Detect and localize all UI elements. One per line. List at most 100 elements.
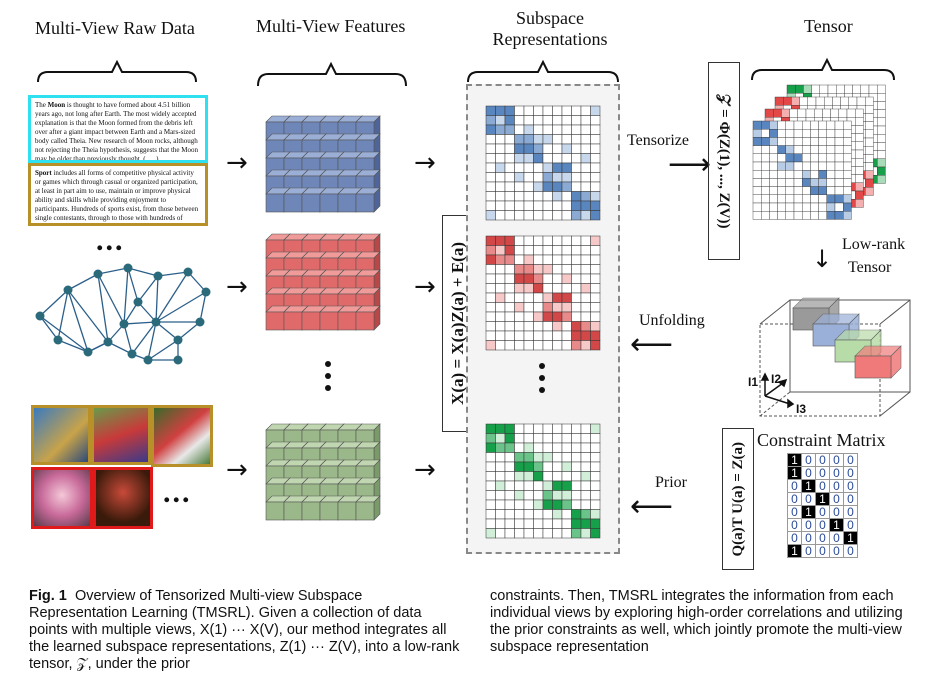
graph-node <box>53 335 63 345</box>
tensor-cell <box>823 96 833 106</box>
constraint-cell: 0 <box>815 479 830 493</box>
tensor-cell <box>785 169 795 179</box>
tensor-cell <box>842 145 852 154</box>
matrix-cell <box>495 245 506 256</box>
moon-text-box: The Moon is thought to have formed about… <box>28 95 208 163</box>
matrix-cell <box>514 124 525 135</box>
matrix-cell <box>495 499 506 510</box>
tensor-cell <box>876 109 886 118</box>
matrix-cell <box>590 105 601 116</box>
tensor-cell <box>835 84 845 94</box>
matrix-cell <box>533 423 544 434</box>
tensor-cell <box>802 145 811 154</box>
matrix-cell <box>552 245 563 256</box>
tensor-cell <box>834 186 844 195</box>
graph-edge <box>39 315 59 341</box>
matrix-cell <box>523 115 534 126</box>
tensor-cell <box>769 145 778 154</box>
tensor-cell <box>761 161 770 171</box>
matrix-cell <box>495 480 506 491</box>
matrix-cell <box>542 499 553 510</box>
matrix-cell <box>571 162 582 173</box>
label-constraint-matrix: Constraint Matrix <box>757 430 886 450</box>
image-sport-3 <box>151 405 213 467</box>
tensor-cell <box>818 137 827 146</box>
matrix-cell <box>523 153 534 164</box>
matrix-cell <box>523 461 534 472</box>
sport-text-box: Sport includes all forms of competitive … <box>28 163 208 226</box>
graph-node <box>173 355 183 365</box>
tensor-cell <box>854 190 864 200</box>
tensor-equation: 𝒵 = Φ(Z(1), ..., Z(V)) <box>708 62 740 260</box>
matrix-cell <box>571 124 582 135</box>
graph-edge <box>39 315 89 353</box>
matrix-cell <box>571 433 582 444</box>
tensor-cell <box>834 194 844 204</box>
matrix-cell <box>514 528 525 539</box>
matrix-cell <box>523 340 534 351</box>
constraint-cell: 0 <box>815 453 830 467</box>
matrix-cell <box>580 245 591 256</box>
graph-node <box>143 355 153 365</box>
matrix-cell <box>590 433 601 444</box>
matrix-cell <box>485 480 496 491</box>
tensor-cell <box>810 202 819 212</box>
matrix-cell <box>514 330 525 341</box>
matrix-cell <box>580 452 591 463</box>
tensor-cell <box>842 169 852 179</box>
tensor-cell <box>876 93 886 102</box>
tensor-equation-text: 𝒵 = Φ(Z(1), ..., Z(V)) <box>716 93 732 229</box>
matrix-cell <box>542 452 553 463</box>
matrix-cell <box>542 330 553 341</box>
matrix-cell <box>504 311 515 322</box>
label-tensor: Tensor <box>848 259 892 276</box>
constraint-cell: 0 <box>801 492 816 506</box>
image-flower-2 <box>93 467 153 529</box>
matrix-cell <box>523 480 534 491</box>
constraint-cell: 0 <box>815 466 830 480</box>
matrix-cell <box>504 235 515 246</box>
arrow-right-icon: → <box>414 455 436 485</box>
matrix-cell <box>580 509 591 520</box>
tensor-cell <box>752 129 762 138</box>
constraint-cell: 0 <box>829 479 844 493</box>
matrix-cell <box>533 273 544 284</box>
matrix-cell <box>561 461 572 472</box>
matrix-cell <box>514 499 525 510</box>
matrix-cell <box>542 105 553 116</box>
tensor-cell <box>842 202 852 212</box>
matrix-cell <box>561 423 572 434</box>
tensor-cell <box>810 129 819 138</box>
matrix-cell <box>523 528 534 539</box>
tensor-cell <box>826 129 836 138</box>
matrix-cell <box>580 292 591 303</box>
graph-edge <box>57 289 69 341</box>
matrix-cell <box>542 181 553 192</box>
tensor-cell <box>785 202 795 212</box>
matrix-cell <box>542 191 553 202</box>
matrix-cell <box>590 321 601 332</box>
matrix-cell <box>514 471 525 482</box>
matrix-cell <box>504 292 515 303</box>
prior-equation: Q(a)T U(a) = Z(a) <box>722 428 754 570</box>
matrix-cell <box>552 471 563 482</box>
matrix-cell <box>590 340 601 351</box>
matrix-cell <box>485 311 496 322</box>
constraint-cell: 0 <box>829 544 844 558</box>
matrix-cell <box>533 461 544 472</box>
matrix-cell <box>552 311 563 322</box>
matrix-cell <box>533 509 544 520</box>
constraint-cell: 1 <box>801 479 816 493</box>
matrix-cell <box>485 302 496 313</box>
graph-network <box>35 263 211 365</box>
tensor-cell <box>854 166 864 175</box>
matrix-cell <box>552 172 563 183</box>
matrix-cell <box>542 153 553 164</box>
tensor-cell <box>785 161 795 171</box>
matrix-cell <box>542 264 553 275</box>
tensor-cell <box>793 137 803 146</box>
tensor-cell <box>864 105 874 114</box>
tensor-cell <box>786 84 796 94</box>
